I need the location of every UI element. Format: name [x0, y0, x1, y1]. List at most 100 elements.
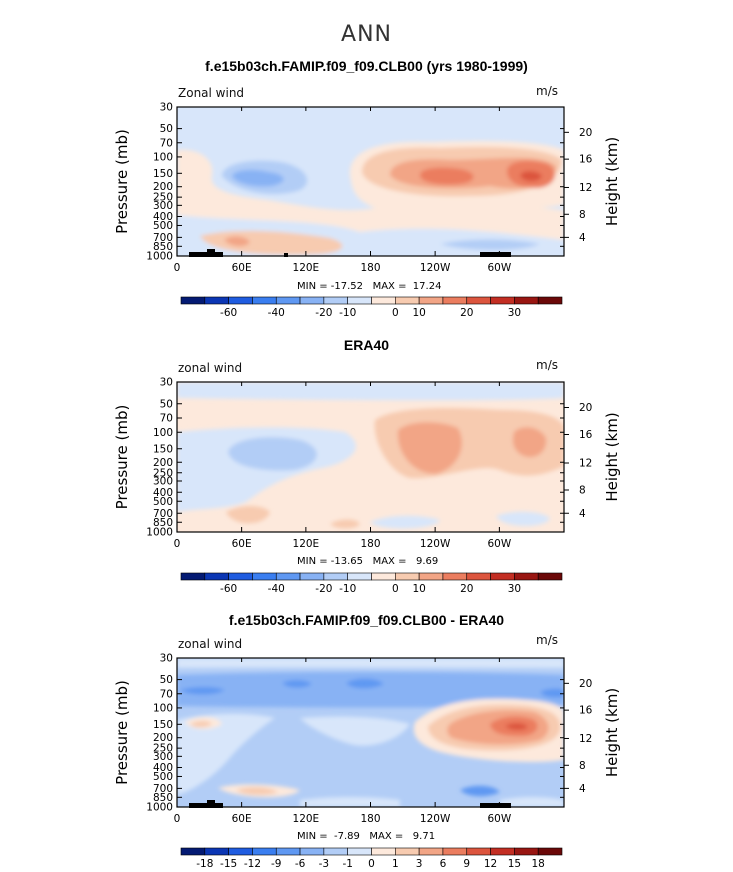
pressure-tick-label: 100	[153, 151, 173, 163]
panel-2-colorbar: -60 -40 -20 -10 0 10 20 30	[180, 572, 563, 595]
colorbar-label: -10	[339, 307, 356, 319]
panel-3-colorbar: -18 -15 -12 -9 -6 -3 -1 0 1 3 6 9 12 15 18	[180, 847, 563, 870]
longitude-tick-label: 0	[174, 813, 181, 825]
colorbar-swatch	[442, 296, 468, 305]
colorbar-label: 6	[440, 858, 447, 870]
panel-3-minmax: MIN = -7.89 MAX = 9.71	[297, 831, 436, 842]
colorbar-label: -20	[315, 583, 332, 595]
height-tick-label: 4	[579, 508, 586, 520]
colorbar-swatch	[466, 296, 491, 305]
colorbar-label: -12	[244, 858, 261, 870]
colorbar-swatch	[180, 296, 206, 305]
panel-1-terrain-mask-2	[284, 253, 288, 257]
pressure-tick-label: 1000	[146, 251, 173, 263]
longitude-tick-label: 60W	[487, 538, 511, 550]
longitude-tick-label: 180	[360, 813, 380, 825]
colorbar-label: 30	[508, 583, 521, 595]
colorbar-swatch	[418, 847, 444, 856]
height-tick-label: 20	[579, 127, 592, 139]
panel-3-terrain-mask-2	[480, 803, 511, 808]
panel-3-units-label: m/s	[536, 633, 558, 647]
colorbar-label: 30	[508, 307, 521, 319]
longitude-tick-label: 180	[360, 262, 380, 274]
pressure-tick-label: 400	[153, 762, 173, 774]
longitude-tick-label: 120E	[293, 538, 320, 550]
panel-3-terrain-mask-1	[189, 803, 223, 808]
colorbar-label: 20	[460, 307, 473, 319]
panel-1-title: f.e15b03ch.FAMIP.f09_f09.CLB00 (yrs 1980…	[205, 58, 528, 74]
height-tick-label: 20	[579, 678, 592, 690]
panel-2-title: ERA40	[343, 337, 390, 353]
panel-1-minmax: MIN = -17.52 MAX = 17.24	[297, 281, 442, 292]
colorbar-swatch	[323, 847, 348, 856]
colorbar-swatch	[395, 847, 420, 856]
pressure-tick-label: 300	[153, 751, 173, 763]
colorbar-swatch	[180, 572, 206, 581]
panel-1-colorbar: -60 -40 -20 -10 0 10 20 30	[180, 296, 563, 319]
panel-1-terrain-peak	[207, 249, 215, 253]
colorbar-swatch	[442, 847, 468, 856]
colorbar-swatch	[395, 296, 420, 305]
longitude-tick-label: 60W	[487, 813, 511, 825]
figure-title: ANN	[341, 22, 392, 47]
colorbar-swatch	[252, 296, 277, 305]
pressure-tick-label: 400	[153, 487, 173, 499]
panel-3-field	[177, 658, 564, 807]
pressure-tick-label: 700	[153, 232, 173, 244]
colorbar-swatch	[180, 847, 206, 856]
pressure-tick-label: 30	[160, 102, 173, 114]
longitude-tick-label: 0	[174, 262, 181, 274]
colorbar-label: 10	[412, 307, 425, 319]
height-tick-label: 8	[579, 485, 586, 497]
pressure-tick-label: 200	[153, 457, 173, 469]
longitude-tick-label: 120W	[420, 262, 451, 274]
pressure-tick-label: 250	[153, 467, 173, 479]
height-tick-label: 16	[579, 429, 593, 441]
colorbar-label: -3	[319, 858, 329, 870]
height-tick-label: 16	[579, 154, 593, 166]
height-tick-label: 12	[579, 458, 592, 470]
pressure-tick-label: 400	[153, 211, 173, 223]
colorbar-swatch	[347, 296, 372, 305]
panel-1-field	[177, 107, 564, 256]
colorbar-swatch	[514, 847, 539, 856]
pressure-tick-label: 150	[153, 443, 173, 455]
colorbar-swatch	[323, 572, 348, 581]
pressure-tick-label: 500	[153, 771, 173, 783]
colorbar-label: 20	[460, 583, 473, 595]
height-axis-label: Height (km)	[603, 412, 621, 501]
longitude-tick-label: 60E	[232, 538, 252, 550]
colorbar-label: -9	[271, 858, 281, 870]
height-tick-label: 12	[579, 182, 592, 194]
pressure-tick-label: 70	[160, 688, 173, 700]
panel-1-terrain-mask-3	[480, 252, 511, 257]
colorbar-swatch	[323, 296, 348, 305]
pressure-tick-label: 50	[160, 398, 173, 410]
pressure-tick-label: 850	[153, 517, 173, 529]
colorbar-swatch	[395, 572, 420, 581]
pressure-axis-label: Pressure (mb)	[113, 680, 131, 785]
panel-1-terrain-mask-1	[189, 252, 223, 257]
pressure-tick-label: 250	[153, 192, 173, 204]
colorbar-swatch	[537, 572, 563, 581]
colorbar-swatch	[275, 572, 301, 581]
colorbar-swatch	[371, 572, 396, 581]
panel-2-units-label: m/s	[536, 358, 558, 372]
colorbar-label: 0	[368, 858, 375, 870]
colorbar-swatch	[537, 296, 563, 305]
longitude-tick-label: 120E	[293, 813, 320, 825]
longitude-tick-label: 60E	[232, 813, 252, 825]
panel-1-variable-label: Zonal wind	[178, 86, 245, 100]
pressure-tick-label: 850	[153, 792, 173, 804]
pressure-axis-label: Pressure (mb)	[113, 129, 131, 234]
height-tick-label: 20	[579, 402, 592, 414]
height-tick-label: 4	[579, 783, 586, 795]
height-tick-label: 8	[579, 760, 586, 772]
colorbar-swatch	[514, 296, 539, 305]
longitude-tick-label: 120W	[420, 538, 451, 550]
colorbar-swatch	[466, 847, 491, 856]
colorbar-label: -6	[295, 858, 306, 870]
